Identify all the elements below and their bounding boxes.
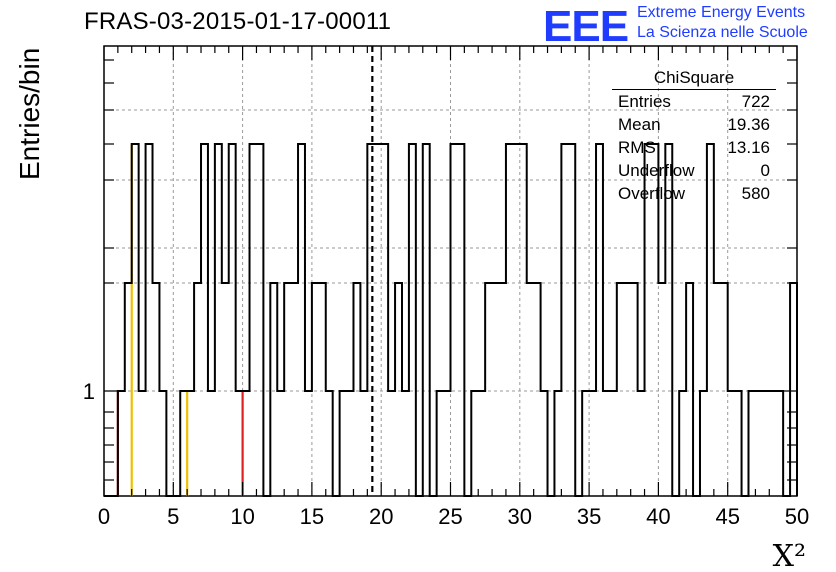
logo-line-1: Extreme Energy Events: [637, 4, 806, 21]
stats-label: Mean: [618, 115, 661, 134]
y-tick-label: 1: [83, 379, 95, 404]
stats-label: Overflow: [618, 184, 686, 203]
x-tick-label: 30: [508, 504, 532, 529]
x-tick-label: 25: [438, 504, 462, 529]
stats-label: Entries: [618, 92, 671, 111]
x-tick-label: 10: [230, 504, 254, 529]
x-tick-label: 0: [98, 504, 110, 529]
y-tick-labels: 1: [83, 379, 95, 404]
logo-line-2: La Scienza nelle Scuole: [637, 24, 808, 41]
stats-row: Overflow 580: [612, 182, 776, 205]
stats-value: 13.16: [727, 138, 770, 157]
stats-row: RMS 13.16: [612, 136, 776, 159]
stats-value: 722: [741, 92, 770, 111]
x-tick-label: 35: [577, 504, 601, 529]
x-tick-labels: 0 5 10 15 20 25 30 35 40 45 50: [98, 504, 809, 529]
stats-value: 19.36: [727, 115, 770, 134]
stats-value: 0: [760, 161, 770, 180]
stats-box: ChiSquare Entries 722 Mean 19.36 RMS 13.…: [612, 68, 776, 205]
x-tick-label: 50: [785, 504, 809, 529]
x-tick-label: 40: [646, 504, 670, 529]
y-axis-label: Entries/bin: [14, 47, 45, 180]
stats-label: Underflow: [618, 161, 695, 180]
x-tick-label: 45: [715, 504, 739, 529]
axis-ticks: [103, 46, 798, 496]
marker-lines: [116, 46, 374, 496]
logo-caption: Extreme Energy Events La Scienza nelle S…: [637, 3, 808, 43]
stats-label: RMS: [618, 138, 656, 157]
stats-value: 580: [741, 184, 770, 203]
stats-row: Entries 722: [612, 90, 776, 113]
x-tick-label: 15: [300, 504, 324, 529]
chart-title: FRAS-03-2015-01-17-00011: [84, 8, 392, 35]
x-tick-label: 5: [167, 504, 179, 529]
x-tick-label: 20: [369, 504, 393, 529]
stats-row: Underflow 0: [612, 159, 776, 182]
eee-logo: EEE: [543, 2, 629, 51]
x-axis-label: X²: [773, 539, 806, 572]
stats-row: Mean 19.36: [612, 113, 776, 136]
stats-title: ChiSquare: [612, 68, 776, 90]
